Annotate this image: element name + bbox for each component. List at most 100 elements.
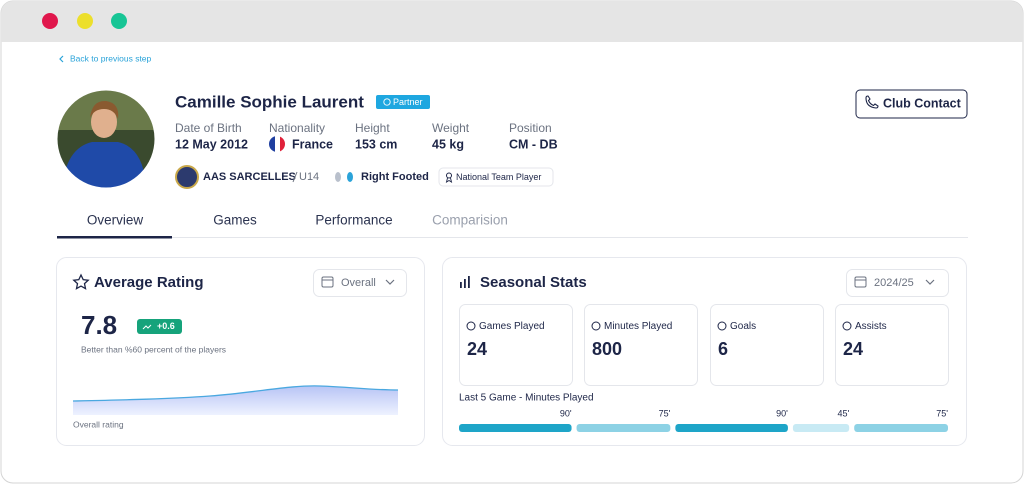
shape [385,279,395,285]
stats-icon [460,276,470,288]
shape [321,276,334,288]
shape [464,279,466,288]
stat-box [459,304,573,386]
shape [846,269,949,297]
max-dot[interactable] [111,13,127,29]
player-name: Camille Sophie Laurent [175,92,364,111]
shape [460,282,462,288]
shape [854,276,867,288]
tab[interactable]: Games [213,213,257,228]
stat-value: 6 [718,339,728,359]
minutes-label: 90' [776,408,788,418]
tabs: Overview Games Performance Comparision [87,213,508,228]
contact-text[interactable]: Club Contact [883,96,962,110]
chart-label: Overall rating [73,419,124,429]
minutes-label: 45' [837,408,849,418]
shape [865,95,879,109]
close-dot[interactable] [42,13,58,29]
stat-icon [842,321,852,331]
minutes-label: 75' [659,408,671,418]
stat-box [835,304,949,386]
avatar-ring [56,89,156,189]
shape [376,95,430,109]
stat-label: Goals [730,321,756,332]
team: U14 [299,171,319,183]
shape [446,172,452,179]
club-contact-button[interactable]: Club Contact [855,89,968,119]
field-label: Position [509,121,552,135]
profile-fields: Date of Birth 12 May 2012 Nationality Franc… [175,121,558,151]
min-dot[interactable] [77,13,93,29]
national-badge: National Team Player [438,167,554,187]
rating-filter[interactable]: Overall [313,269,407,297]
minutes-title: Last 5 Game - Minutes Played [459,393,594,404]
stat-label: Assists [855,321,887,332]
shape [438,167,554,187]
shape [445,177,453,183]
foot-icon [335,172,353,182]
shape [468,276,470,288]
field-value: 153 cm [355,137,397,151]
flag-fr [269,136,285,152]
shape [142,324,152,330]
minutes-bar [792,424,850,432]
tab[interactable]: Performance [315,213,392,228]
back-link[interactable]: Back to previous step [59,53,152,63]
field-value: 12 May 2012 [175,137,248,151]
shape [90,100,119,119]
star-icon [72,273,90,290]
stat-label: Minutes Played [604,321,672,332]
back-text[interactable]: Back to previous step [70,53,152,63]
partner-badge: Partner [376,95,430,109]
field-label: Nationality [269,121,325,135]
shape [275,136,280,152]
shape [91,106,117,138]
shape [335,172,341,182]
field-label: Date of Birth [175,121,242,135]
shape [280,136,285,152]
field-value: 45 kg [432,137,464,151]
stat-box [584,304,698,386]
stat-value: 24 [467,339,487,359]
shape [59,55,64,63]
field-value: France [292,137,333,151]
rating-area [73,385,398,415]
filter-text[interactable]: Overall [341,277,376,289]
separator [292,171,298,183]
shape [269,136,275,152]
rating-line [72,385,399,402]
minutes-bars: 90' 75' 90' 45' 75' [459,408,948,432]
shape [383,98,391,106]
change-text: +0.6 [157,321,175,331]
active-tab-underline [57,236,172,239]
rating-note: Better than %60 percent of the players [81,344,226,354]
minutes-label: 90' [560,408,572,418]
seasonal-card [442,257,967,446]
stat-box [710,304,824,386]
minutes-bar [854,424,948,432]
minutes-bar [576,424,671,432]
shape [313,269,407,297]
season-filter[interactable]: 2024/25 [846,269,949,297]
stat-label: Games Played [479,321,545,332]
stat-icon [591,321,601,331]
shape [62,142,146,188]
avatar [57,90,155,188]
field-label: Height [355,121,390,135]
title-bar [1,1,1023,42]
stat-icon [466,321,476,331]
shape [925,279,935,285]
minutes-bar [675,424,788,432]
shape [269,136,285,152]
shape [137,319,182,334]
season-text[interactable]: 2024/25 [874,277,914,289]
minutes-label: 75' [936,408,948,418]
tab[interactable]: Overview [87,213,144,228]
rating-title: Average Rating [94,274,203,291]
tab[interactable]: Comparision [432,213,508,228]
club-logo [175,165,199,189]
rating-value: 7.8 [81,310,117,340]
